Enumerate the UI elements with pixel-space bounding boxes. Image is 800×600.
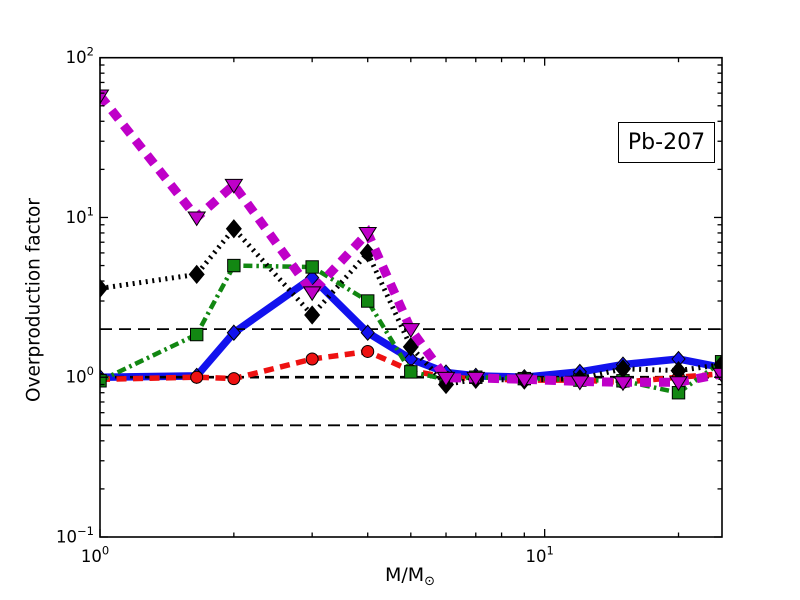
y-tick-label-10e1: 101 xyxy=(66,204,94,227)
x-axis-title-main: M/M xyxy=(384,564,425,586)
sun-symbol: ⊙ xyxy=(424,574,436,589)
x-tick-label-10e1: 101 xyxy=(526,544,554,567)
y-tick-label-10e−1: 10−1 xyxy=(56,524,94,547)
series-magenta-markers xyxy=(100,89,722,392)
x-tick-label-10e0: 100 xyxy=(81,544,109,567)
plot-border xyxy=(99,56,723,538)
isotope-label-box: Pb-207 xyxy=(618,122,715,163)
y-axis-title: Overproduction factor xyxy=(23,198,45,402)
y-tick-label-10e2: 102 xyxy=(66,45,94,67)
x-axis-title: M/M⊙ xyxy=(384,564,436,589)
y-tick-label-10e0: 100 xyxy=(66,364,94,387)
